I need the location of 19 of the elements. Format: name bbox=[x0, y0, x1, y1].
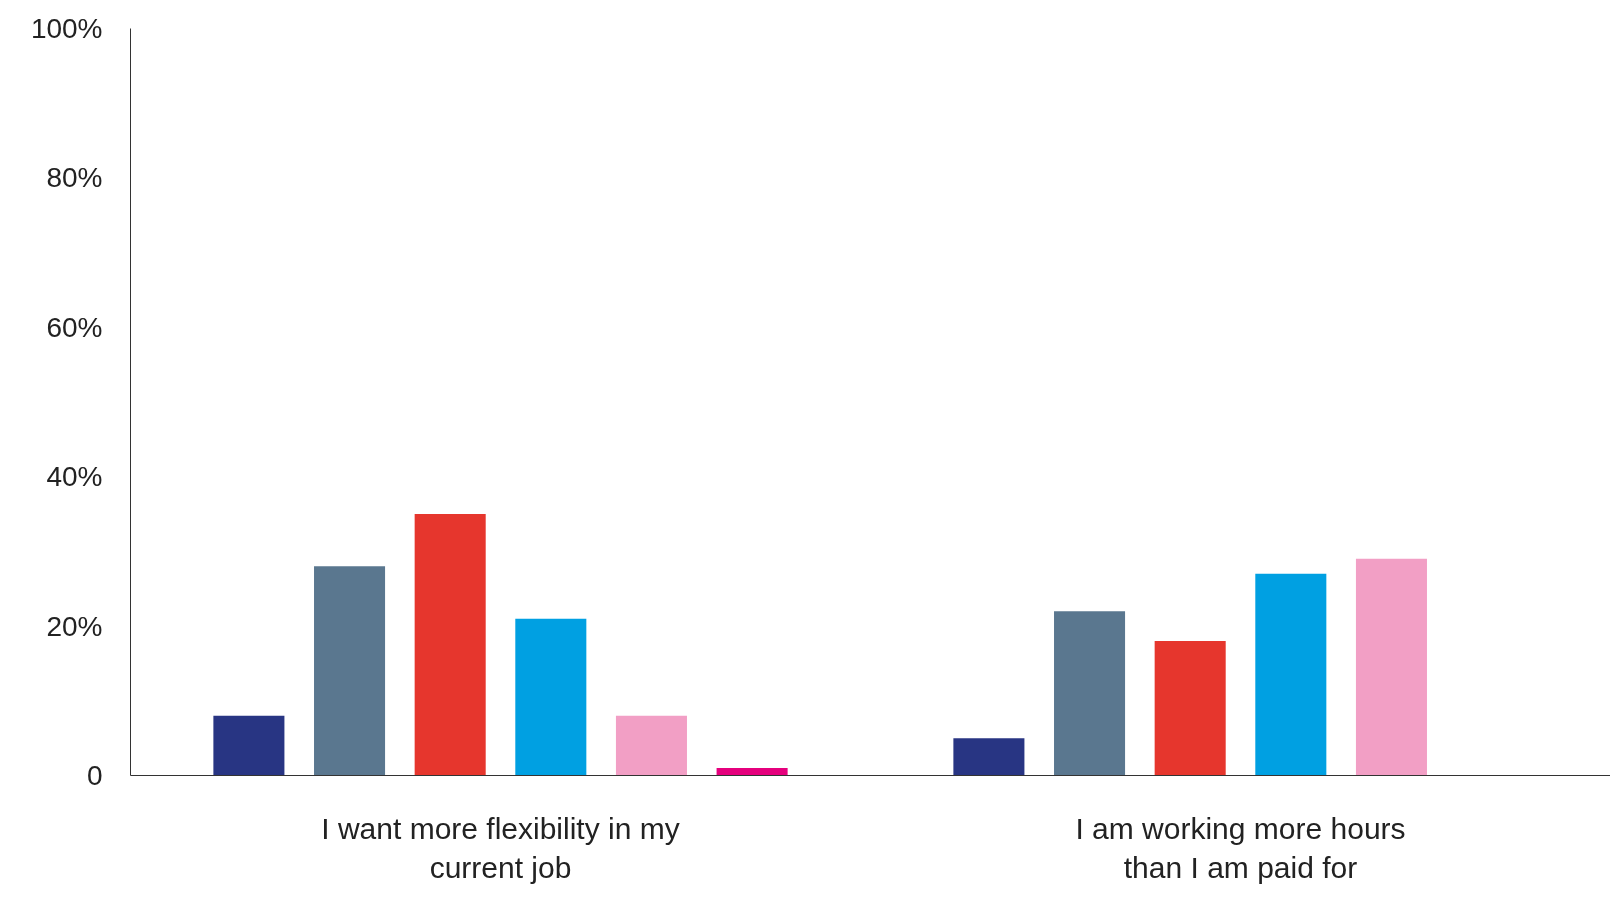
bar bbox=[414, 514, 486, 776]
bar bbox=[1154, 641, 1226, 776]
y-tick-label: 40% bbox=[46, 461, 103, 493]
bar bbox=[1255, 573, 1327, 776]
bar bbox=[515, 618, 587, 776]
y-tick-label: 80% bbox=[46, 162, 103, 194]
bar bbox=[314, 566, 386, 776]
y-tick-label: 60% bbox=[46, 311, 103, 343]
x-tick-label: I want more flexibility in my current job bbox=[321, 811, 680, 885]
bar bbox=[1054, 611, 1126, 776]
y-tick-label: 100% bbox=[30, 13, 103, 44]
bar bbox=[213, 715, 285, 776]
x-tick-label: I am working more hours than I am paid for bbox=[1075, 811, 1406, 885]
y-tick-label: 0 bbox=[86, 760, 103, 791]
bar bbox=[1355, 558, 1427, 776]
bar bbox=[615, 715, 687, 776]
bar bbox=[953, 738, 1025, 776]
bar bbox=[716, 768, 788, 776]
y-tick-label: 20% bbox=[46, 610, 103, 642]
